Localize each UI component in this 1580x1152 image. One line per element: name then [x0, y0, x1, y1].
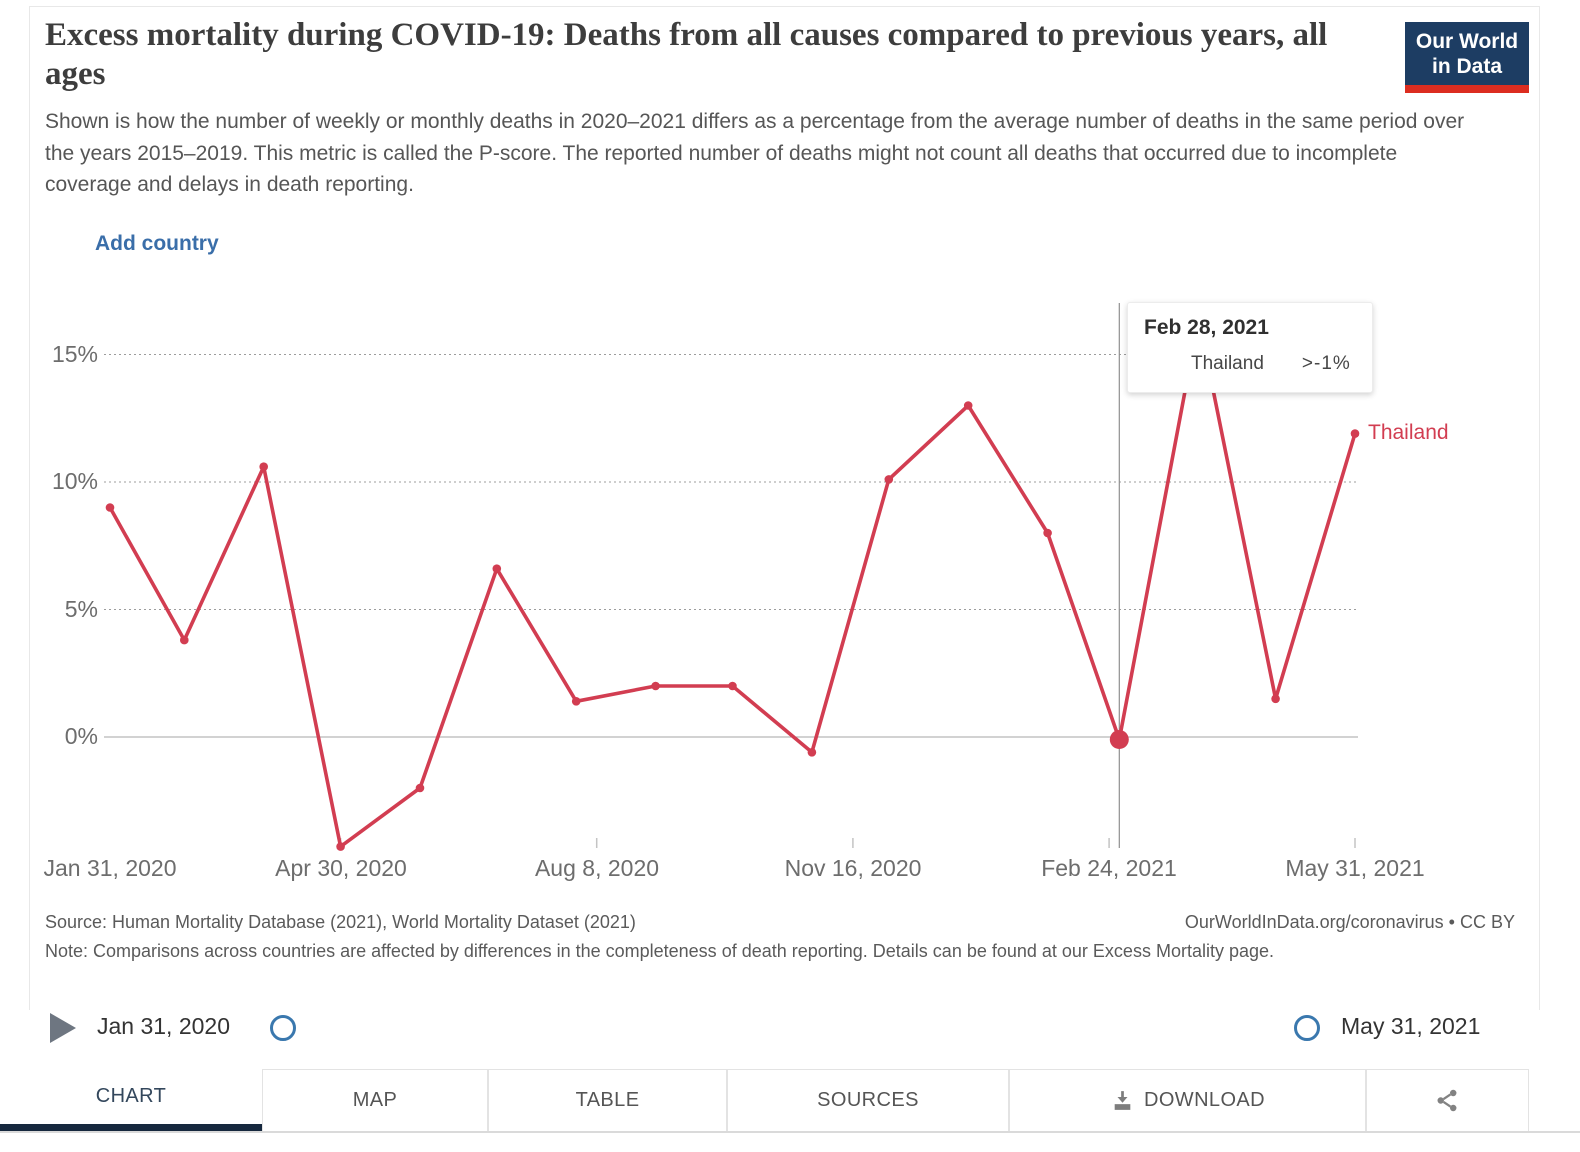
footer-tab-bar: CHART MAP TABLE SOURCES DOWNLOAD — [0, 1069, 1580, 1133]
owid-logo[interactable]: Our World in Data — [1405, 22, 1529, 93]
data-point[interactable] — [884, 475, 894, 484]
tooltip-entity: Thailand — [1191, 353, 1264, 374]
tab-map[interactable]: MAP — [262, 1069, 488, 1131]
data-point[interactable] — [807, 748, 817, 757]
data-point[interactable] — [651, 681, 660, 691]
tab-bar-filler — [1529, 1069, 1580, 1131]
data-point[interactable] — [1043, 528, 1052, 538]
x-axis-label: Feb 24, 2021 — [1041, 855, 1177, 881]
data-point[interactable] — [105, 503, 115, 512]
frame-border-left — [29, 6, 30, 1010]
data-point[interactable] — [492, 564, 502, 573]
y-axis-label: 5% — [64, 596, 98, 622]
tab-sources[interactable]: SOURCES — [727, 1069, 1009, 1131]
source-row: Source: Human Mortality Database (2021),… — [45, 912, 1515, 933]
y-axis-label: 15% — [51, 341, 98, 367]
data-point[interactable] — [336, 842, 345, 851]
y-axis-label: 10% — [51, 468, 98, 494]
data-point-highlight[interactable] — [1109, 730, 1129, 749]
x-axis-label: Apr 30, 2020 — [275, 855, 407, 881]
tooltip-row: Thailand >-1% — [1144, 353, 1356, 375]
frame-border-right — [1539, 6, 1540, 1010]
frame-border-top — [29, 6, 1540, 7]
chart-title: Excess mortality during COVID-19: Deaths… — [45, 17, 1328, 92]
tab-chart[interactable]: CHART — [0, 1069, 262, 1131]
data-point[interactable] — [571, 697, 581, 706]
x-axis-label: May 31, 2021 — [1285, 855, 1425, 881]
note-text: Note: Comparisons across countries are a… — [45, 941, 1275, 961]
play-button[interactable] — [50, 1013, 76, 1043]
series-end-label[interactable]: Thailand — [1368, 421, 1449, 444]
x-axis-label: Nov 16, 2020 — [784, 855, 922, 881]
source-text: Source: Human Mortality Database (2021),… — [45, 912, 636, 932]
tooltip-date: Feb 28, 2021 — [1144, 316, 1269, 339]
timeline-start-date: Jan 31, 2020 — [97, 1013, 231, 1039]
owid-logo-red-bar — [1405, 85, 1529, 93]
data-point[interactable] — [259, 462, 269, 472]
attribution-text[interactable]: OurWorldInData.org/coronavirus • CC BY — [1184, 912, 1515, 932]
tooltip-value: >-1% — [1301, 353, 1351, 374]
tab-download[interactable]: DOWNLOAD — [1009, 1069, 1366, 1131]
data-point[interactable] — [180, 635, 189, 645]
download-icon — [1114, 1091, 1131, 1110]
tab-share[interactable] — [1366, 1069, 1529, 1131]
timeline-end-handle[interactable] — [1294, 1015, 1320, 1041]
y-axis-label: 0% — [64, 723, 98, 749]
data-point[interactable] — [415, 783, 425, 793]
share-icon — [1437, 1089, 1457, 1112]
data-point[interactable] — [1271, 694, 1280, 704]
trend-line-thailand — [108, 316, 1357, 849]
chart-subtitle: Shown is how the number of weekly or mon… — [45, 110, 1465, 196]
x-axis-label: Jan 31, 2020 — [43, 855, 177, 881]
timeline-start-handle[interactable] — [270, 1015, 296, 1041]
add-country-button[interactable]: Add country — [95, 232, 219, 255]
x-axis-label: Aug 8, 2020 — [534, 855, 660, 881]
tab-table[interactable]: TABLE — [488, 1069, 727, 1131]
data-point[interactable] — [728, 681, 737, 691]
tooltip: Feb 28, 2021 Thailand >-1% — [1127, 302, 1373, 393]
data-point[interactable] — [1350, 429, 1360, 438]
data-point[interactable] — [963, 401, 973, 410]
owid-logo-text: Our World in Data — [1405, 22, 1529, 85]
timeline-end-date: May 31, 2021 — [1341, 1013, 1481, 1039]
